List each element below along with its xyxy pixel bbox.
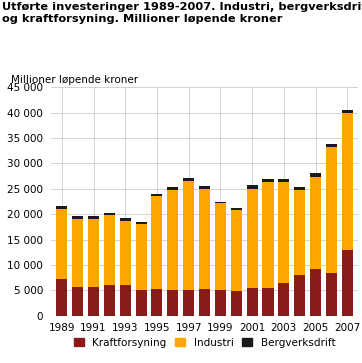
Bar [104,215,115,285]
Bar [56,279,67,316]
Bar [167,290,178,316]
Bar [151,289,163,316]
Bar [56,205,67,209]
Bar [231,291,242,316]
Bar [104,285,115,316]
Bar [262,182,274,288]
Bar [247,189,258,288]
Bar [231,210,242,291]
Bar [294,275,305,316]
Legend: Kraftforsyning, Industri, Bergverksdrift: Kraftforsyning, Industri, Bergverksdrift [70,334,340,352]
Bar [342,113,353,250]
Text: Utførte investeringer 1989-2007. Industri, bergverksdrift
og kraftforsyning. Mil: Utførte investeringer 1989-2007. Industr… [2,2,362,24]
Bar [215,290,226,316]
Bar [72,219,83,287]
Bar [278,182,289,283]
Bar [310,173,321,176]
Bar [231,208,242,210]
Bar [247,288,258,316]
Bar [88,287,99,316]
Bar [199,189,210,289]
Bar [120,221,131,285]
Bar [294,187,305,190]
Bar [135,222,147,224]
Bar [342,110,353,113]
Bar [262,179,274,182]
Bar [120,218,131,221]
Bar [215,204,226,290]
Bar [151,194,163,196]
Bar [135,224,147,290]
Bar [151,196,163,289]
Bar [342,250,353,316]
Bar [120,285,131,316]
Text: Millioner løpende kroner: Millioner løpende kroner [11,75,138,85]
Bar [104,213,115,215]
Bar [326,273,337,316]
Bar [310,176,321,269]
Bar [72,216,83,219]
Bar [199,186,210,189]
Bar [247,185,258,189]
Bar [294,190,305,275]
Bar [326,147,337,273]
Bar [183,181,194,290]
Bar [183,178,194,181]
Bar [326,143,337,147]
Bar [167,187,178,190]
Bar [56,209,67,279]
Bar [183,290,194,316]
Bar [135,290,147,316]
Bar [262,288,274,316]
Bar [199,289,210,316]
Bar [310,269,321,316]
Bar [278,283,289,316]
Bar [278,179,289,182]
Bar [167,190,178,290]
Bar [215,202,226,204]
Bar [72,287,83,316]
Bar [88,219,99,287]
Bar [88,216,99,219]
